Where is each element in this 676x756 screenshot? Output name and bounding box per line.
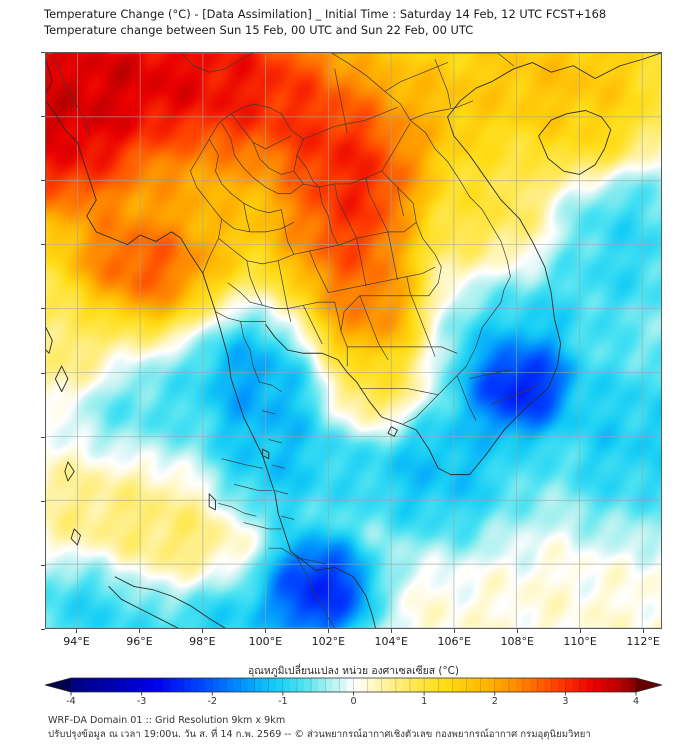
footer-line-1: WRF-DA Domain 01 :: Grid Resolution 9km … bbox=[48, 715, 286, 726]
x-tick-mark bbox=[139, 629, 141, 633]
x-tick-label: 106°E bbox=[437, 635, 471, 648]
y-tick-mark bbox=[41, 372, 45, 374]
x-tick-label: 96°E bbox=[126, 635, 153, 648]
colorbar-tick-label: -1 bbox=[278, 696, 288, 707]
x-tick-mark bbox=[265, 629, 267, 633]
x-tick-label: 112°E bbox=[626, 635, 660, 648]
y-tick-mark bbox=[41, 629, 45, 630]
y-tick-mark bbox=[41, 564, 45, 566]
colorbar-tick-label: 0 bbox=[350, 696, 357, 707]
x-tick-label: 100°E bbox=[248, 635, 283, 648]
colorbar-tick-label: 4 bbox=[632, 696, 640, 707]
footer-line-2: ปรับปรุงข้อมูล ณ เวลา 19:00น. วัน ส. ที่… bbox=[48, 729, 591, 740]
x-tick-mark bbox=[391, 629, 393, 633]
x-tick-mark bbox=[454, 629, 456, 633]
colorbar-tick-label: 1 bbox=[421, 696, 428, 707]
figure-title-line-1: Temperature Change (°C) - [Data Assimila… bbox=[44, 7, 607, 21]
figure-title-line-2: Temperature change between Sun 15 Feb, 0… bbox=[44, 23, 474, 37]
colorbar-tick-label: -3 bbox=[136, 696, 147, 707]
x-tick-mark bbox=[517, 629, 519, 633]
y-tick-mark bbox=[41, 500, 45, 502]
y-tick-mark bbox=[41, 116, 45, 118]
y-tick-mark bbox=[41, 244, 45, 246]
map-vector-overlay bbox=[46, 53, 661, 628]
x-tick-label: 98°E bbox=[189, 635, 216, 648]
x-tick-label: 110°E bbox=[563, 635, 597, 648]
colorbar-tick-label: -2 bbox=[207, 696, 218, 707]
x-tick-label: 102°E bbox=[311, 635, 346, 648]
temperature-field-canvas bbox=[46, 53, 661, 628]
y-tick-mark bbox=[41, 180, 45, 182]
x-tick-mark bbox=[643, 629, 645, 633]
x-tick-mark bbox=[580, 629, 582, 633]
x-tick-label: 108°E bbox=[500, 635, 534, 648]
figure-title-block: Temperature Change (°C) - [Data Assimila… bbox=[44, 6, 674, 38]
x-tick-mark bbox=[328, 629, 330, 633]
y-tick-mark bbox=[41, 52, 45, 53]
colorbar-gradient bbox=[45, 677, 662, 696]
colorbar-title: อุณหภูมิเปลี่ยนแปลง หน่วย องศาเซลเซียส (… bbox=[248, 665, 459, 677]
temperature-field-raster bbox=[46, 53, 661, 628]
map-plot-area bbox=[45, 52, 662, 629]
x-tick-mark bbox=[202, 629, 204, 633]
x-tick-label: 94°E bbox=[63, 635, 90, 648]
colorbar-tick-label: 3 bbox=[562, 696, 569, 707]
x-tick-label: 104°E bbox=[374, 635, 408, 648]
colorbar-tick-label: -4 bbox=[66, 696, 76, 707]
coastline-border-svg bbox=[46, 53, 661, 628]
y-tick-mark bbox=[41, 436, 45, 438]
y-tick-mark bbox=[41, 308, 45, 310]
figure-footer-block: WRF-DA Domain 01 :: Grid Resolution 9km … bbox=[48, 714, 668, 742]
colorbar: อุณหภูมิเปลี่ยนแปลง หน่วย องศาเซลเซียส (… bbox=[45, 662, 662, 710]
colorbar-tick-label: 2 bbox=[491, 696, 498, 707]
x-tick-mark bbox=[76, 629, 78, 633]
